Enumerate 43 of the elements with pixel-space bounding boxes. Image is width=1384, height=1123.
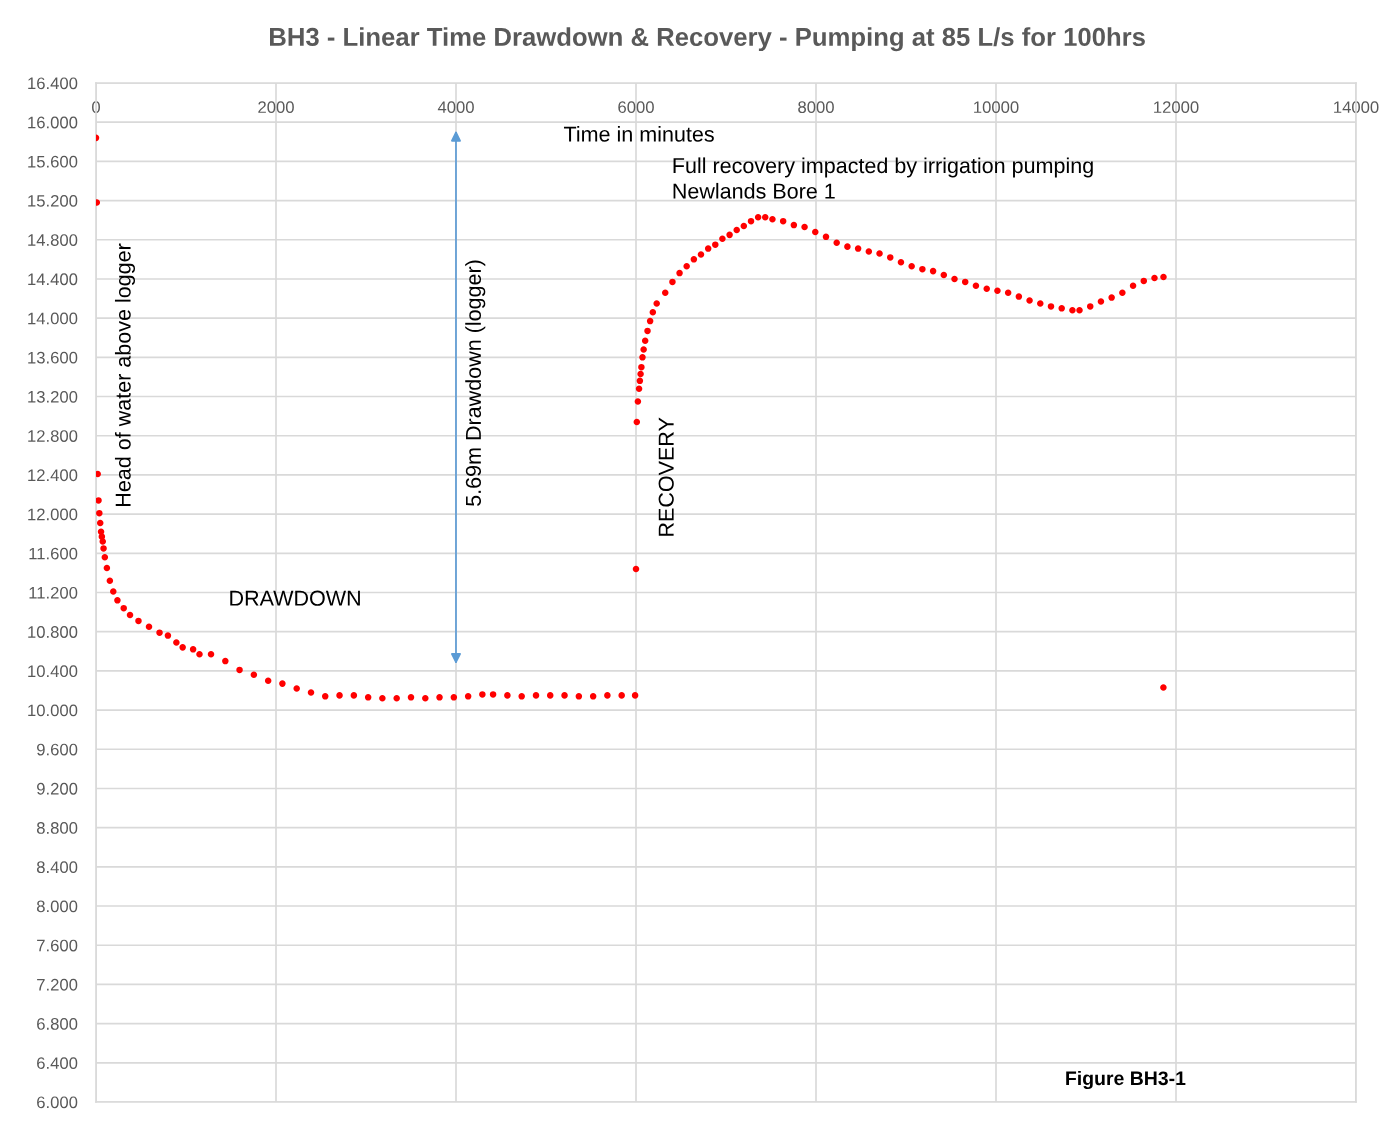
y-tick-label: 10.000 [28, 704, 78, 717]
annotation: Full recovery impacted by irrigation pumping Newlands Bore 1 [673, 157, 1093, 199]
annotation: Figure BH3-1 [1066, 1070, 1186, 1090]
x-tick-label: 2000 [258, 101, 294, 114]
y-tick-label: 13.200 [28, 390, 78, 403]
y-tick-label: 16.400 [28, 77, 78, 90]
y-tick-label: 13.600 [28, 351, 78, 364]
x-tick-label: 0 [92, 101, 100, 114]
y-tick-label: 8.000 [36, 900, 78, 913]
x-tick-label: 8000 [798, 101, 834, 114]
annotation: RECOVERY [658, 417, 674, 536]
y-tick-label: 12.000 [28, 508, 78, 521]
y-tick-label: 6.800 [37, 1018, 78, 1030]
x-tick-label: 6000 [618, 101, 654, 114]
x-tick-label: 12000 [1154, 101, 1199, 114]
y-tick-label: 7.600 [37, 939, 78, 952]
y-tick-label: 14.400 [28, 273, 78, 286]
y-tick-label: 8.400 [36, 861, 78, 874]
y-tick-label: 8.800 [36, 822, 78, 834]
y-tick-label: 15.200 [28, 194, 78, 207]
y-tick-label: 11.200 [29, 586, 78, 599]
y-tick-label: 7.200 [37, 978, 78, 991]
y-tick-label: 16.000 [28, 116, 78, 129]
annotation: DRAWDOWN [230, 590, 360, 606]
y-tick-label: 10.400 [28, 665, 78, 678]
x-tick-label: 10000 [974, 101, 1019, 114]
y-tick-label: 6.400 [37, 1057, 78, 1070]
x-tick-label: 4000 [437, 101, 474, 114]
y-tick-label: 6.000 [37, 1096, 78, 1109]
y-tick-label: 12.800 [28, 430, 78, 442]
y-tick-label: 9.200 [37, 782, 78, 795]
x-tick-label: 14000 [1334, 101, 1379, 114]
y-tick-label: 10.800 [28, 626, 78, 638]
chart-title: BH3 - Linear Time Drawdown & Recovery - Pumping at 85 L/s for 100hrs [270, 27, 1145, 52]
y-tick-label: 14.000 [28, 312, 78, 325]
y-tick-label: 12.400 [28, 469, 78, 482]
y-tick-label: 15.600 [28, 155, 78, 168]
y-tick-label: 9.600 [37, 743, 78, 756]
y-axis-title: Head of water above logger [114, 243, 136, 506]
y-tick-label: 11.600 [29, 547, 78, 560]
x-axis-title: Time in minutes [563, 125, 714, 142]
annotation: 5.69m Drawdown (logger) [465, 260, 486, 506]
y-tick-label: 14.800 [28, 234, 78, 246]
